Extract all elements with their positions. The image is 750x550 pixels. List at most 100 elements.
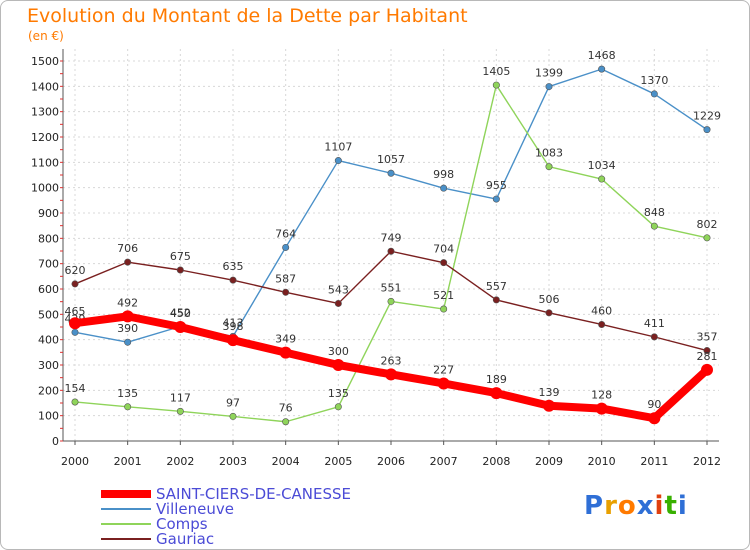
x-tick-label: 2012: [693, 455, 721, 468]
data-point: [385, 368, 397, 381]
data-point: [387, 247, 395, 255]
data-label: 452: [170, 306, 191, 319]
proxiti-logo: Proxiti: [584, 491, 688, 521]
data-point: [71, 398, 79, 406]
data-label: 227: [433, 363, 454, 376]
y-tick-label: 400: [38, 334, 59, 347]
y-tick-label: 500: [38, 308, 59, 321]
data-label: 263: [381, 354, 402, 367]
data-label: 749: [381, 231, 402, 244]
data-point: [595, 402, 608, 415]
y-tick-label: 1000: [31, 182, 59, 195]
data-point: [334, 299, 342, 307]
data-label: 1057: [377, 153, 405, 166]
data-label: 557: [486, 280, 507, 293]
data-label: 411: [644, 317, 665, 330]
chart-title: Evolution du Montant de la Dette par Hab…: [27, 5, 468, 27]
data-point: [440, 259, 448, 267]
legend-label: Comps: [156, 515, 208, 533]
data-point: [332, 359, 345, 371]
data-label: 1399: [535, 67, 563, 80]
data-label: 450: [170, 307, 191, 320]
y-tick-label: 1200: [31, 131, 59, 144]
data-point: [229, 412, 237, 420]
data-label: 398: [223, 320, 244, 333]
x-tick-label: 2011: [640, 455, 668, 468]
data-label: 128: [591, 389, 612, 402]
y-tick-label: 300: [38, 359, 59, 372]
x-tick-label: 2003: [219, 455, 247, 468]
data-point: [334, 157, 342, 165]
data-label: 1370: [640, 74, 668, 87]
data-point: [545, 309, 553, 317]
data-point: [650, 222, 658, 230]
x-tick-label: 2000: [61, 455, 89, 468]
x-tick-label: 2001: [114, 455, 142, 468]
data-point: [492, 296, 500, 304]
data-label: 349: [275, 333, 296, 346]
y-tick-label: 1300: [31, 106, 59, 119]
data-point: [124, 403, 132, 411]
data-point: [703, 234, 711, 242]
data-point: [176, 266, 184, 274]
data-label: 357: [697, 331, 718, 344]
data-point: [648, 412, 661, 425]
data-label: 1083: [535, 147, 563, 160]
data-label: 955: [486, 179, 507, 192]
data-label: 1229: [693, 110, 721, 123]
data-point: [71, 328, 79, 336]
data-point: [492, 81, 500, 89]
data-point: [598, 320, 606, 328]
data-label: 135: [328, 387, 349, 400]
data-point: [279, 346, 292, 359]
data-point: [490, 387, 503, 400]
data-label: 704: [433, 243, 454, 256]
legend-label: Villeneuve: [156, 500, 234, 518]
data-point: [227, 334, 239, 347]
data-point: [440, 184, 448, 192]
y-tick-label: 600: [38, 283, 59, 296]
data-label: 802: [697, 218, 718, 231]
legend-label: Gauriac: [156, 530, 214, 548]
y-tick-label: 900: [38, 207, 59, 220]
x-tick-label: 2009: [535, 455, 563, 468]
data-label: 521: [433, 289, 454, 302]
data-label: 97: [226, 396, 240, 409]
data-point: [71, 280, 79, 288]
data-label: 281: [697, 350, 718, 363]
data-point: [437, 377, 450, 390]
x-tick-label: 2008: [482, 455, 510, 468]
data-label: 1405: [482, 65, 510, 78]
data-point: [334, 403, 342, 411]
data-label: 465: [65, 305, 86, 318]
data-label: 764: [275, 227, 296, 240]
data-point: [176, 407, 184, 415]
data-point: [650, 333, 658, 341]
data-label: 492: [117, 296, 138, 309]
data-label: 135: [117, 387, 138, 400]
data-label: 848: [644, 206, 665, 219]
data-label: 76: [279, 402, 293, 415]
data-point: [492, 195, 500, 203]
data-label: 390: [117, 322, 138, 335]
data-label: 675: [170, 250, 191, 263]
data-label: 998: [433, 168, 454, 181]
data-point: [124, 258, 132, 266]
data-point: [282, 288, 290, 296]
data-point: [124, 338, 132, 346]
data-label: 620: [65, 264, 86, 277]
data-point: [598, 175, 606, 183]
data-label: 635: [223, 260, 244, 273]
data-point: [174, 321, 187, 333]
x-tick-label: 2002: [166, 455, 194, 468]
data-point: [387, 169, 395, 177]
data-point: [703, 126, 711, 134]
data-point: [543, 399, 555, 412]
y-tick-label: 100: [38, 410, 59, 423]
data-point: [703, 347, 711, 355]
data-label: 506: [539, 293, 560, 306]
data-label: 300: [328, 345, 349, 358]
data-point: [229, 276, 237, 284]
